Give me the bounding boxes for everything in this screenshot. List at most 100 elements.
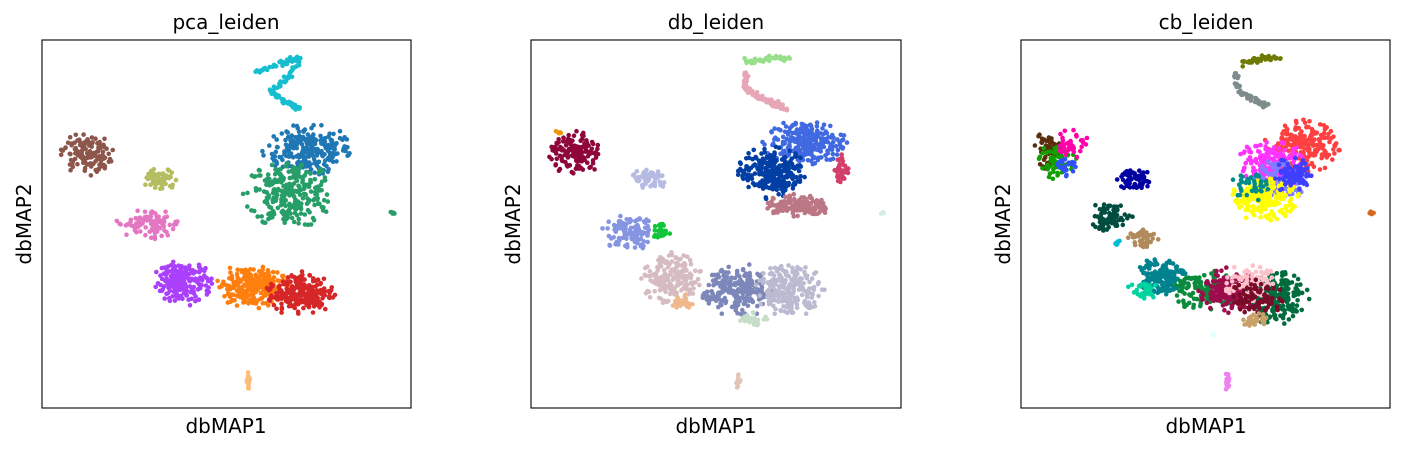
- scatter-point-cluster-11: [737, 298, 742, 304]
- scatter-point-cluster-4: [1263, 167, 1269, 173]
- scatter-point-cluster-12: [786, 263, 791, 268]
- scatter-point-cluster-10: [679, 263, 684, 268]
- scatter-point-cluster-5: [1295, 194, 1300, 199]
- scatter-point-cluster-5: [769, 199, 774, 204]
- scatter-point-cluster-6: [171, 259, 176, 265]
- scatter-point-cluster-5: [791, 214, 797, 219]
- scatter-point-cluster-7: [266, 276, 272, 282]
- scatter-point-cluster-8: [641, 243, 646, 249]
- scatter-point-cluster-5: [1292, 204, 1297, 209]
- scatter-point-cluster-3: [752, 182, 757, 188]
- scatter-point-cluster-12: [799, 292, 805, 298]
- scatter-point-cluster-8: [301, 284, 307, 290]
- scatter-point-cluster-1: [312, 170, 318, 175]
- scatter-point-cluster-6: [585, 154, 591, 159]
- scatter-point-cluster-12: [1140, 171, 1146, 176]
- scatter-point-cluster-12: [809, 276, 815, 281]
- scatter-point-cluster-2: [264, 199, 269, 204]
- scatter-point-cluster-2: [1316, 137, 1322, 142]
- scatter-point-cluster-12: [766, 295, 772, 301]
- scatter-point-cluster-3: [789, 171, 794, 177]
- scatter-point-cluster-6: [204, 288, 210, 293]
- scatter-point-cluster-2: [814, 123, 820, 129]
- scatter-point-cluster-14: [1145, 241, 1150, 247]
- scatter-point-cluster-7: [262, 271, 268, 277]
- scatter-point-cluster-8: [292, 274, 297, 280]
- scatter-point-cluster-10: [1083, 142, 1089, 147]
- scatter-point-cluster-13: [1092, 213, 1098, 219]
- scatter-point-cluster-2: [1324, 155, 1330, 160]
- scatter-point-cluster-1: [275, 144, 280, 150]
- scatter-point-cluster-8: [284, 279, 290, 285]
- scatter-point-cluster-6: [193, 298, 198, 304]
- scatter-point-cluster-1: [324, 144, 330, 149]
- scatter-point-cluster-6: [209, 276, 214, 282]
- scatter-point-cluster-8: [296, 311, 301, 316]
- scatter-point-cluster-10: [689, 282, 695, 287]
- scatter-point-cluster-12: [761, 280, 766, 286]
- scatter-point-cluster-7: [1260, 184, 1266, 189]
- scatter-point-cluster-3: [1300, 154, 1305, 160]
- scatter-point-cluster-12: [805, 289, 810, 295]
- scatter-point-cluster-7: [231, 292, 236, 298]
- scatter-point-cluster-10: [695, 276, 701, 282]
- scatter-point-cluster-2: [1307, 150, 1312, 156]
- scatter-point-cluster-2: [303, 192, 308, 197]
- scatter-point-cluster-10: [643, 265, 648, 271]
- scatter-point-cluster-8: [288, 292, 294, 297]
- scatter-point-cluster-11: [700, 293, 706, 298]
- scatter-point-cluster-5: [162, 228, 167, 233]
- scatter-point-cluster-11: [733, 305, 739, 311]
- y-axis-label: dbMAP2: [12, 183, 36, 264]
- scatter-point-cluster-15: [1146, 266, 1152, 271]
- scatter-point-cluster-11: [716, 304, 721, 310]
- scatter-point-cluster-12: [803, 265, 808, 270]
- scatter-point-cluster-13: [1125, 215, 1130, 221]
- scatter-point-cluster-12: [768, 285, 773, 291]
- scatter-point-cluster-11: [1066, 162, 1071, 167]
- scatter-point-cluster-5: [161, 223, 167, 229]
- scatter-point-cluster-7: [639, 182, 645, 188]
- scatter-point-cluster-8: [631, 232, 637, 237]
- scatter-point-cluster-1: [295, 134, 301, 140]
- scatter-point-cluster-5: [156, 219, 161, 225]
- scatter-point-cluster-16: [1134, 287, 1140, 293]
- scatter-point-cluster-7: [1240, 174, 1245, 180]
- scatter-point-cluster-1: [784, 106, 789, 112]
- scatter-point-cluster-13: [1104, 227, 1110, 232]
- scatter-point-cluster-6: [170, 294, 175, 299]
- scatter-point-cluster-1: [341, 146, 347, 151]
- scatter-point-cluster-14: [670, 303, 676, 308]
- scatter-point-cluster-7: [1265, 186, 1271, 192]
- scatter-point-cluster-3: [781, 189, 786, 195]
- scatter-point-cluster-1: [327, 131, 332, 136]
- scatter-point-cluster-5: [1263, 213, 1268, 219]
- scatter-point-cluster-5: [792, 196, 797, 202]
- scatter-point-cluster-8: [624, 217, 629, 222]
- scatter-point-cluster-0: [279, 59, 285, 65]
- scatter-point-cluster-2: [316, 170, 322, 175]
- scatter-point-cluster-5: [1267, 176, 1273, 182]
- scatter-point-cluster-1: [337, 128, 343, 134]
- scatter-point-cluster-2: [780, 134, 786, 140]
- scatter-point-cluster-5: [1287, 187, 1292, 192]
- scatter-point-cluster-2: [304, 201, 310, 206]
- scatter-point-cluster-12: [773, 306, 778, 312]
- scatter-point-cluster-2: [844, 140, 850, 145]
- scatter-point-cluster-12: [1114, 177, 1120, 182]
- scatter-point-cluster-1: [311, 122, 316, 128]
- scatter-point-cluster-0: [752, 60, 757, 66]
- scatter-point-cluster-15: [1156, 274, 1161, 280]
- scatter-point-cluster-2: [772, 137, 777, 142]
- scatter-point-cluster-8: [310, 310, 316, 315]
- scatter-point-cluster-8: [310, 279, 316, 284]
- scatter-point-cluster-6: [567, 162, 572, 168]
- scatter-point-cluster-7: [655, 173, 660, 179]
- scatter-point-cluster-2: [1321, 153, 1326, 158]
- scatter-point-cluster-8: [613, 224, 619, 230]
- scatter-point-cluster-7: [642, 169, 647, 175]
- scatter-point-cluster-3: [67, 162, 73, 167]
- scatter-point-cluster-11: [706, 282, 712, 288]
- scatter-point-cluster-1: [303, 162, 309, 167]
- scatter-point-cluster-11: [742, 284, 748, 290]
